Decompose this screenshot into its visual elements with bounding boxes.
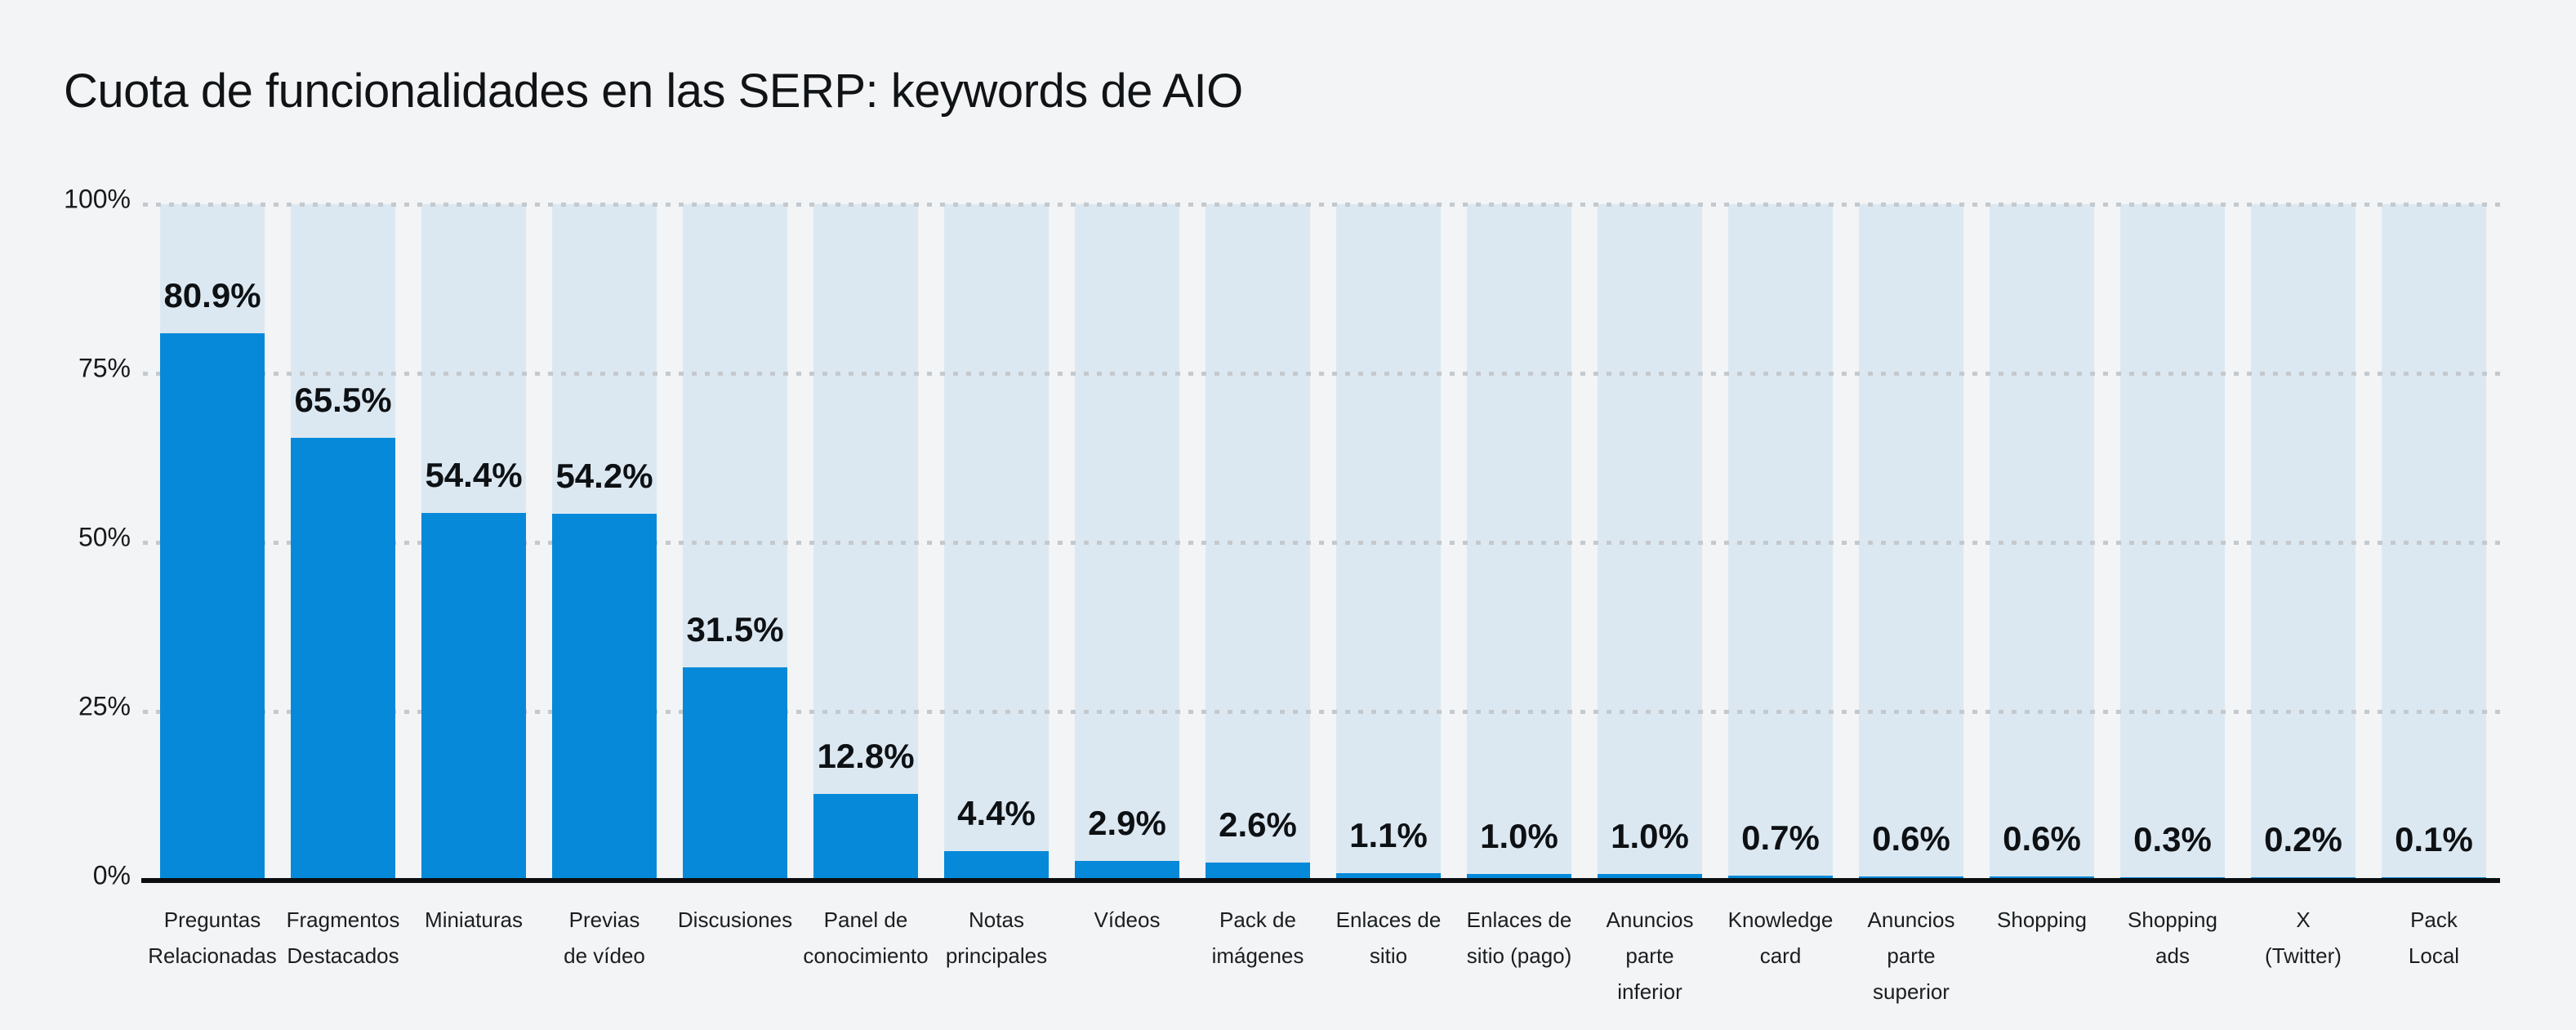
- x-axis-label: Enlaces de sitio (pago): [1466, 907, 1572, 968]
- x-axis-label: X (Twitter): [2265, 907, 2342, 968]
- y-axis-tick-label: 50%: [78, 522, 131, 552]
- bar: [1336, 872, 1441, 881]
- bar-column: 54.2% Previas de vídeo: [552, 204, 657, 968]
- y-axis-tick-label: 75%: [78, 353, 131, 383]
- bar: [160, 333, 265, 881]
- x-axis-label: Enlaces de sitio: [1335, 907, 1442, 968]
- bar-value-label: 65.5%: [294, 380, 392, 419]
- bar-value-label: 0.6%: [1872, 819, 1950, 858]
- x-axis-label: Knowledge card: [1727, 907, 1834, 968]
- bar-column: 54.4% Miniaturas: [421, 204, 526, 932]
- bar: [1598, 873, 1702, 881]
- y-axis-tick-label: 0%: [92, 860, 131, 890]
- bar: [813, 794, 918, 881]
- bar-value-label: 1.1%: [1349, 815, 1428, 854]
- bar-value-label: 2.9%: [1088, 804, 1166, 842]
- bar: [552, 514, 657, 881]
- x-axis-label: Previas de vídeo: [564, 907, 645, 968]
- plot-area: 80.9% Preguntas Relacionadas 65.5% Fragment…: [141, 203, 2500, 1004]
- bar-value-label: 2.6%: [1219, 805, 1297, 845]
- bar-value-label: 0.6%: [2003, 819, 2081, 858]
- y-axis-tick-label: 25%: [78, 691, 131, 721]
- bar: [1075, 861, 1179, 881]
- x-axis-label: Miniaturas: [425, 907, 523, 932]
- columns: 80.9% Preguntas Relacionadas 65.5% Fragment…: [143, 204, 2500, 1004]
- chart-title: Cuota de funcionalidades en las SERP: ke…: [64, 65, 1243, 118]
- x-axis-label: Pack de imágenes: [1211, 907, 1304, 968]
- bar: [1467, 873, 1571, 881]
- x-axis-line: [141, 878, 2500, 883]
- x-axis-label: Anuncios parte superior: [1867, 907, 1955, 1004]
- x-axis-label: Shopping: [1997, 907, 2087, 932]
- x-axis-label: Anuncios parte inferior: [1606, 907, 1694, 1004]
- bar-value-label: 0.3%: [2133, 820, 2212, 858]
- bar-value-label: 0.1%: [2395, 820, 2473, 858]
- bar-value-label: 1.0%: [1480, 816, 1558, 855]
- bar: [1206, 863, 1310, 881]
- bar-value-label: 12.8%: [817, 737, 915, 776]
- bar: [683, 667, 787, 881]
- bar-column: 65.5% Fragmentos Destacados: [287, 204, 399, 968]
- gridline: [143, 372, 2500, 376]
- bar-value-label: 80.9%: [163, 276, 261, 315]
- gridline: [143, 710, 2500, 714]
- bar-value-label: 54.4%: [425, 455, 523, 494]
- x-axis-label: Pack Local: [2408, 907, 2460, 968]
- x-axis-label: Discusiones: [677, 907, 793, 932]
- x-axis-label: Fragmentos Destacados: [286, 907, 400, 968]
- bar: [944, 850, 1049, 881]
- bar-value-label: 54.2%: [555, 457, 653, 496]
- bar: [421, 512, 526, 881]
- x-axis-label: Shopping ads: [2128, 907, 2217, 968]
- x-axis-label: Vídeos: [1094, 907, 1161, 932]
- x-axis-label: Panel de conocimiento: [803, 907, 929, 968]
- bar-value-label: 31.5%: [686, 610, 784, 649]
- gridline: [143, 203, 2500, 207]
- bar-value-label: 0.2%: [2264, 820, 2342, 858]
- bar-value-label: 4.4%: [957, 793, 1036, 832]
- bar-column: 80.9% Preguntas Relacionadas: [148, 204, 277, 968]
- bar-value-label: 1.0%: [1611, 816, 1689, 855]
- bar-value-label: 0.7%: [1741, 818, 1820, 858]
- y-axis-tick-label: 100%: [64, 184, 131, 214]
- x-axis-label: Notas principales: [945, 907, 1048, 968]
- gridline: [143, 541, 2500, 545]
- x-axis-label: Preguntas Relacionadas: [148, 907, 277, 968]
- bar: [291, 437, 395, 881]
